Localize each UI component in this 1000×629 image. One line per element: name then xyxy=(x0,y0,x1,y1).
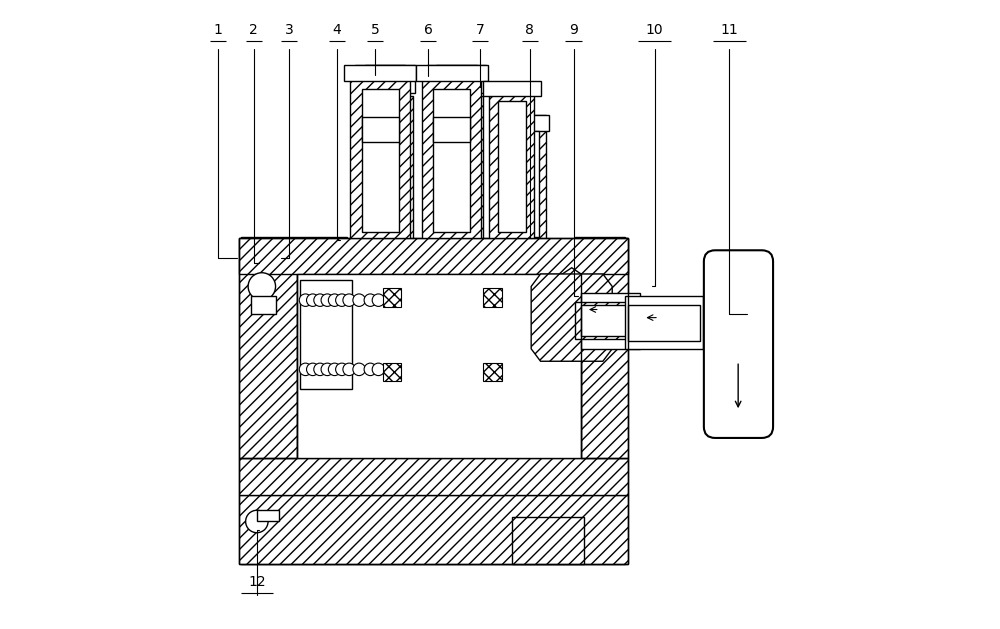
Text: 2: 2 xyxy=(249,23,258,37)
Bar xyxy=(241,504,625,564)
Bar xyxy=(433,117,470,142)
Bar xyxy=(383,362,401,381)
Bar xyxy=(297,274,581,458)
Circle shape xyxy=(364,294,377,306)
Circle shape xyxy=(336,294,348,306)
Circle shape xyxy=(299,294,312,306)
Polygon shape xyxy=(537,268,607,361)
Circle shape xyxy=(321,294,334,306)
Bar xyxy=(239,458,628,495)
Bar xyxy=(365,65,405,96)
Text: 5: 5 xyxy=(371,23,380,37)
Bar xyxy=(365,125,405,237)
Circle shape xyxy=(353,294,365,306)
Bar xyxy=(347,274,575,442)
Bar xyxy=(383,288,401,307)
Circle shape xyxy=(343,363,355,376)
Bar xyxy=(422,73,481,238)
Circle shape xyxy=(299,363,312,376)
Text: 12: 12 xyxy=(248,575,266,589)
Bar xyxy=(430,96,483,277)
Bar xyxy=(300,280,352,389)
Circle shape xyxy=(328,363,341,376)
Bar xyxy=(436,125,477,237)
Bar xyxy=(628,304,700,341)
Bar xyxy=(350,73,410,238)
Circle shape xyxy=(321,363,334,376)
Text: 11: 11 xyxy=(721,23,738,37)
Text: 6: 6 xyxy=(424,23,433,37)
Circle shape xyxy=(328,294,341,306)
Bar xyxy=(512,517,584,564)
FancyBboxPatch shape xyxy=(704,250,773,438)
Bar xyxy=(581,305,634,337)
Bar xyxy=(355,65,415,71)
Circle shape xyxy=(246,510,268,533)
Circle shape xyxy=(314,294,326,306)
Text: 9: 9 xyxy=(569,23,578,37)
Bar xyxy=(241,237,347,504)
Circle shape xyxy=(343,294,355,306)
Bar xyxy=(427,71,486,93)
Bar xyxy=(251,296,276,314)
Text: 3: 3 xyxy=(285,23,294,37)
Circle shape xyxy=(248,273,276,300)
Circle shape xyxy=(336,363,348,376)
Text: 4: 4 xyxy=(332,23,341,37)
Bar xyxy=(239,238,628,274)
Text: 7: 7 xyxy=(476,23,484,37)
Bar xyxy=(483,362,502,381)
Bar xyxy=(502,115,546,277)
Polygon shape xyxy=(531,274,612,361)
Bar xyxy=(344,65,416,81)
Bar xyxy=(581,238,628,458)
Bar xyxy=(241,240,622,277)
Bar xyxy=(625,296,703,349)
Bar xyxy=(257,510,279,521)
Text: 1: 1 xyxy=(214,23,223,37)
Bar xyxy=(489,89,534,238)
Text: 10: 10 xyxy=(646,23,663,37)
Bar xyxy=(362,117,399,142)
Bar xyxy=(483,288,502,307)
Bar xyxy=(581,292,640,349)
Circle shape xyxy=(353,363,365,376)
Bar xyxy=(239,495,628,564)
Bar xyxy=(575,302,640,340)
Bar xyxy=(436,65,477,96)
Bar xyxy=(433,89,470,232)
Text: 8: 8 xyxy=(525,23,534,37)
Circle shape xyxy=(372,363,385,376)
Bar xyxy=(355,71,415,93)
Bar xyxy=(575,237,625,504)
Bar xyxy=(357,96,413,277)
Bar xyxy=(239,238,297,458)
Bar xyxy=(416,65,488,81)
Circle shape xyxy=(307,294,319,306)
Circle shape xyxy=(307,363,319,376)
Circle shape xyxy=(364,363,377,376)
Circle shape xyxy=(314,363,326,376)
Bar xyxy=(483,81,541,96)
Bar xyxy=(502,131,539,237)
Bar xyxy=(499,115,549,131)
Bar xyxy=(498,101,526,232)
Circle shape xyxy=(372,294,385,306)
Bar xyxy=(362,89,399,232)
Bar xyxy=(427,65,486,71)
